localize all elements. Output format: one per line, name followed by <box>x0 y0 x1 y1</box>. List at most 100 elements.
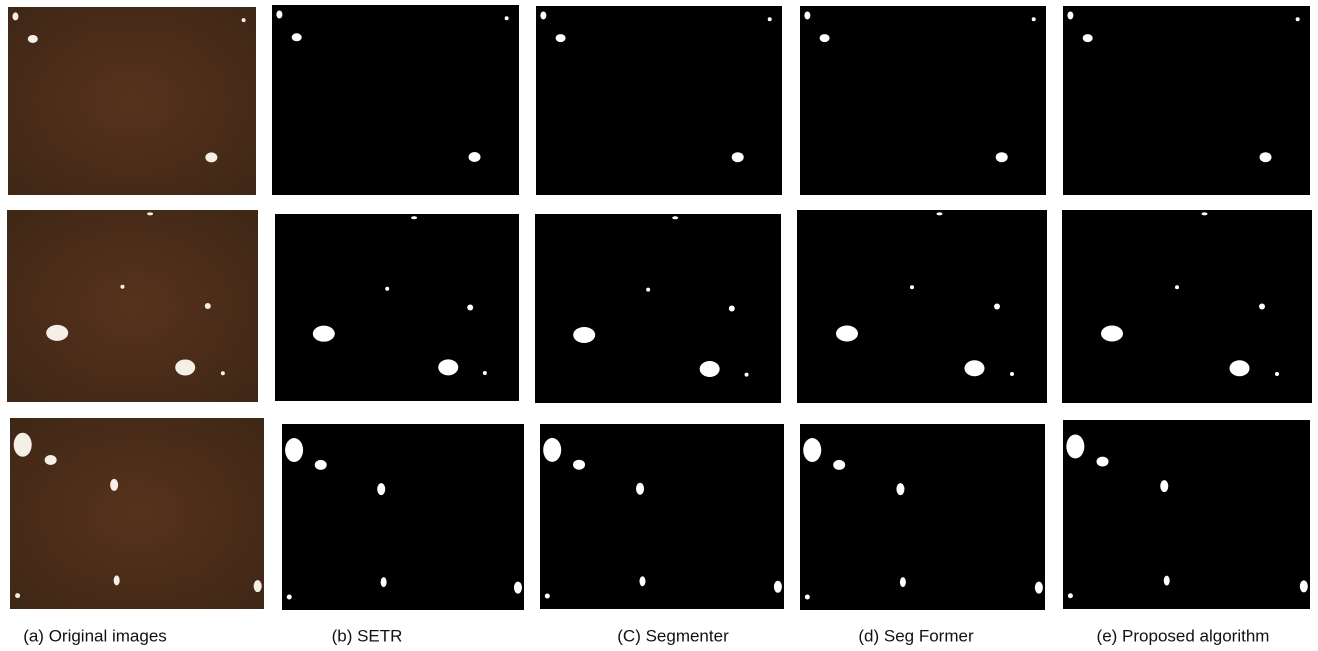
defect-blob <box>315 460 327 470</box>
defect-blob <box>483 371 487 375</box>
defect-blob <box>28 35 38 43</box>
defect-blob <box>467 305 473 311</box>
defect-blob <box>545 594 550 599</box>
defect-blob <box>573 460 585 470</box>
defect-blob <box>833 460 845 470</box>
caption: (C) Segmenter <box>617 626 729 645</box>
segmentation-mask <box>275 214 519 401</box>
defect-blob <box>205 303 211 309</box>
defect-blob <box>556 34 566 42</box>
defect-blob <box>1097 457 1109 467</box>
defect-blob <box>729 306 735 312</box>
defect-blob <box>774 581 782 593</box>
defect-blob <box>1175 285 1179 289</box>
defect-blob <box>543 438 561 462</box>
defect-blob <box>805 594 810 599</box>
original-image <box>7 210 258 402</box>
defect-blob <box>46 325 68 341</box>
original-image <box>10 418 264 609</box>
defect-blob <box>1068 593 1073 598</box>
defect-blob <box>15 593 20 598</box>
segmentation-mask <box>797 210 1047 403</box>
defect-blob <box>965 360 985 376</box>
segmentation-mask <box>800 424 1045 610</box>
defect-blob <box>114 575 120 585</box>
defect-blob <box>732 152 744 162</box>
defect-blob <box>636 483 644 495</box>
defect-blob <box>1083 34 1093 42</box>
defect-blob <box>505 16 509 20</box>
defect-blob <box>110 479 118 491</box>
defect-blob <box>820 34 830 42</box>
segmentation-mask <box>282 424 524 610</box>
caption: (e) Proposed algorithm <box>1097 626 1270 645</box>
segmentation-mask <box>1062 210 1312 403</box>
defect-blob <box>1035 582 1043 594</box>
page: (a) Original images (b) SETR (C) Segment… <box>0 0 1318 651</box>
segmentation-mask <box>272 5 519 195</box>
defect-blob <box>205 152 217 162</box>
segmentation-mask <box>1063 6 1310 195</box>
segmentation-mask <box>540 424 784 609</box>
defect-blob <box>385 287 389 291</box>
defect-blob <box>45 455 57 465</box>
figure: (a) Original images (b) SETR (C) Segment… <box>0 0 1318 651</box>
segmentation-mask <box>1063 420 1310 609</box>
caption: (d) Seg Former <box>858 626 974 645</box>
segmentation-mask <box>800 6 1046 195</box>
defect-blob <box>700 361 720 377</box>
defect-blob <box>1160 480 1168 492</box>
defect-blob <box>1202 212 1208 215</box>
defect-blob <box>242 18 246 22</box>
defect-blob <box>254 580 262 592</box>
defect-blob <box>900 577 906 587</box>
defect-blob <box>377 483 385 495</box>
defect-blob <box>540 11 546 19</box>
defect-blob <box>1032 17 1036 21</box>
defect-blob <box>1296 17 1300 21</box>
caption: (b) SETR <box>332 626 403 645</box>
defect-blob <box>14 433 32 457</box>
defect-blob <box>804 11 810 19</box>
segmentation-mask <box>536 6 782 195</box>
defect-blob <box>175 359 195 375</box>
defect-blob <box>1066 434 1084 458</box>
caption: (a) Original images <box>23 626 167 645</box>
defect-blob <box>745 373 749 377</box>
defect-blob <box>221 371 225 375</box>
defect-blob <box>639 576 645 586</box>
defect-blob <box>514 582 522 594</box>
defect-blob <box>411 216 417 219</box>
defect-blob <box>1300 580 1308 592</box>
defect-blob <box>1259 304 1265 310</box>
defect-blob <box>12 12 18 20</box>
defect-blob <box>1275 372 1279 376</box>
defect-blob <box>147 212 153 215</box>
defect-blob <box>573 327 595 343</box>
defect-blob <box>120 285 124 289</box>
defect-blob <box>469 152 481 162</box>
defect-blob <box>910 285 914 289</box>
defect-blob <box>1164 576 1170 586</box>
panel-grid <box>7 5 1312 610</box>
defect-blob <box>803 438 821 462</box>
defect-blob <box>1230 360 1250 376</box>
defect-blob <box>1101 326 1123 342</box>
defect-blob <box>1260 152 1272 162</box>
defect-blob <box>994 304 1000 310</box>
original-image <box>8 7 256 195</box>
defect-blob <box>313 326 335 342</box>
defect-blob <box>276 11 282 19</box>
defect-blob <box>646 288 650 292</box>
defect-blob <box>996 152 1008 162</box>
defect-blob <box>768 17 772 21</box>
defect-blob <box>1067 11 1073 19</box>
segmentation-mask <box>535 214 781 403</box>
defect-blob <box>836 326 858 342</box>
defect-blob <box>672 216 678 219</box>
defect-blob <box>937 212 943 215</box>
defect-blob <box>1010 372 1014 376</box>
defect-blob <box>438 359 458 375</box>
defect-blob <box>285 438 303 462</box>
defect-blob <box>292 33 302 41</box>
